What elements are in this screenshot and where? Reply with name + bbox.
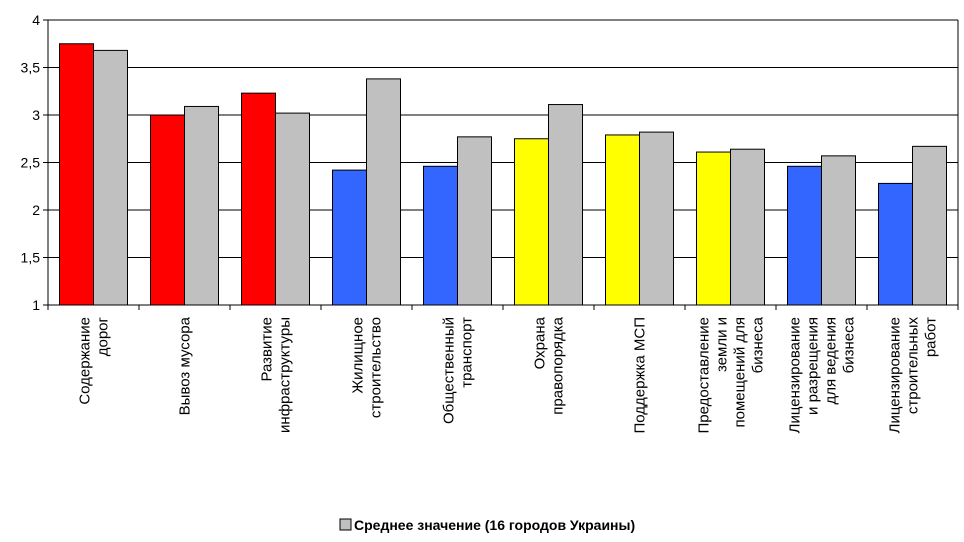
bar-city bbox=[696, 151, 731, 306]
category-label: Жилищноестроительство bbox=[350, 317, 385, 418]
category-label-line: дорог bbox=[95, 316, 112, 356]
bar-city bbox=[241, 92, 276, 306]
bar-city bbox=[423, 165, 458, 306]
category-label: Развитиеинфраструктуры bbox=[259, 317, 294, 433]
category-label: Предоставлениеземли ипомещений длябизнес… bbox=[696, 316, 767, 433]
legend-label: Среднее значение (16 городов Украины) bbox=[354, 517, 635, 533]
category-label-line: Лицензирование bbox=[887, 317, 904, 433]
category-label: Содержаниедорог bbox=[77, 316, 112, 404]
category-label: Лицензированиестроительныхработ bbox=[887, 317, 940, 434]
category-label-line: для ведения bbox=[823, 317, 840, 405]
category-label-line: помещений для bbox=[732, 317, 749, 427]
bar-city bbox=[514, 138, 549, 306]
bar-city bbox=[59, 43, 94, 306]
category-label: Общественныйтранспорт bbox=[441, 317, 476, 424]
category-label-line: земли и bbox=[714, 317, 731, 372]
bar-average bbox=[275, 112, 310, 306]
category-label-line: транспорт bbox=[459, 317, 476, 388]
bar-average bbox=[639, 131, 674, 306]
category-label-line: Развитие bbox=[259, 317, 276, 382]
bar-average bbox=[821, 155, 856, 306]
y-tick-label: 1 bbox=[32, 297, 40, 313]
bar-average bbox=[730, 148, 765, 306]
category-label-line: бизнеса bbox=[841, 316, 858, 373]
bar-average bbox=[93, 49, 128, 306]
category-label-line: бизнеса bbox=[750, 316, 767, 373]
x-category-labels: Содержаниедорог Вывоз мусора Развитиеинфра… bbox=[77, 316, 940, 433]
y-tick-label: 2,5 bbox=[21, 155, 41, 171]
category-label-line: Вывоз мусора bbox=[177, 316, 194, 415]
bar-average bbox=[184, 105, 219, 306]
category-label: Лицензированиеи разрещениядля ведениябиз… bbox=[787, 316, 858, 433]
category-label-line: Содержание bbox=[77, 317, 94, 405]
category-label: Поддержка МСП bbox=[632, 317, 649, 434]
category-label-line: Поддержка МСП bbox=[632, 317, 649, 434]
y-tick-label: 1,5 bbox=[21, 250, 41, 266]
category-label: Охранаправопорядка bbox=[532, 316, 567, 414]
y-tick-label: 3,5 bbox=[21, 60, 41, 76]
category-label-line: Предоставление bbox=[696, 317, 713, 434]
bar-average bbox=[548, 104, 583, 306]
category-label-line: правопорядка bbox=[550, 316, 567, 414]
y-tick-label: 3 bbox=[32, 107, 40, 123]
y-tick-label: 4 bbox=[32, 12, 40, 28]
bar-average bbox=[912, 145, 947, 306]
category-label-line: строительство bbox=[368, 317, 385, 418]
axes bbox=[43, 19, 959, 310]
category-label-line: и разрещения bbox=[805, 317, 822, 415]
category-label-line: Охрана bbox=[532, 316, 549, 369]
bar-average bbox=[457, 136, 492, 306]
category-label-line: Общественный bbox=[441, 317, 458, 424]
bar-city bbox=[787, 165, 822, 306]
category-label-line: инфраструктуры bbox=[277, 317, 294, 433]
y-tick-labels: 1 1,5 2 2,5 3 3,5 4 bbox=[21, 12, 41, 313]
bars bbox=[59, 43, 947, 306]
category-label-line: строительных bbox=[905, 317, 922, 415]
category-label-line: работ bbox=[923, 317, 940, 357]
bar-city bbox=[150, 114, 185, 306]
y-tick-label: 2 bbox=[32, 202, 40, 218]
category-label: Вывоз мусора bbox=[177, 316, 194, 415]
legend-swatch bbox=[339, 518, 352, 531]
category-label-line: Жилищное bbox=[350, 317, 367, 394]
bar-average bbox=[366, 78, 401, 306]
bar-city bbox=[878, 182, 913, 306]
category-label-line: Лицензирование bbox=[787, 317, 804, 433]
legend: Среднее значение (16 городов Украины) bbox=[339, 517, 635, 533]
bar-city bbox=[605, 134, 640, 306]
bar-city bbox=[332, 169, 367, 306]
